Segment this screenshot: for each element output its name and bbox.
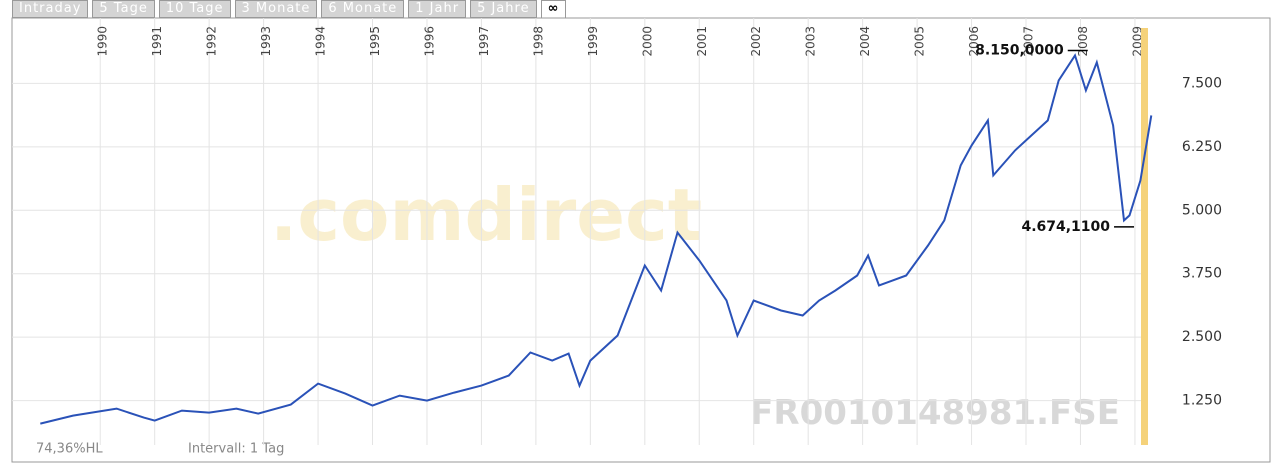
x-tick-label: 2006 (967, 26, 981, 57)
price-line (40, 53, 1153, 425)
tab-bar: Intraday 5 Tage 10 Tage 3 Monate 6 Monate 1 J… (12, 0, 570, 19)
x-tick-label: 1990 (96, 26, 110, 57)
y-tick-label: 1.250 (1182, 393, 1222, 409)
x-tick-label: 1991 (150, 26, 164, 57)
x-tick-label: 2009 (1130, 26, 1144, 57)
x-tick-label: 1992 (205, 26, 219, 57)
tab[interactable]: 5 Tage (92, 0, 155, 18)
x-tick-label: 2008 (1076, 26, 1090, 57)
tab[interactable]: Intraday (12, 0, 89, 18)
extreme-label: 8.150,0000 (975, 42, 1064, 58)
footer-hl: 74,36%HL (36, 442, 103, 457)
x-tick-label: 1996 (422, 26, 436, 57)
x-tick-label: 1995 (368, 26, 382, 57)
y-tick-label: 7.500 (1182, 75, 1222, 91)
x-tick-label: 1994 (314, 26, 328, 57)
extreme-label: 4.674,1100 (1021, 219, 1110, 235)
chart-frame (11, 17, 1271, 463)
watermark: .comdirect (270, 173, 702, 257)
symbol: FR0010148981.FSE (750, 393, 1120, 433)
y-tick-label: 5.000 (1182, 202, 1222, 218)
x-tick-label: 2004 (858, 26, 872, 57)
y-tick-label: 6.250 (1182, 139, 1222, 155)
x-tick-label: 1999 (586, 26, 600, 57)
x-tick-label: 2007 (1022, 26, 1036, 57)
x-tick-label: 2002 (749, 26, 763, 57)
x-tick-label: 2003 (804, 26, 818, 57)
y-tick-label: 3.750 (1182, 266, 1222, 282)
current-marker (1141, 28, 1148, 445)
x-tick-label: 1993 (259, 26, 273, 57)
tab[interactable]: 1 Jahr (408, 0, 467, 18)
x-tick-label: 2000 (640, 26, 654, 57)
tab[interactable]: ∞ (540, 0, 567, 19)
y-tick-label: 2.500 (1182, 329, 1222, 345)
x-tick-label: 1998 (531, 26, 545, 57)
x-tick-label: 2005 (913, 26, 927, 57)
x-tick-label: 2001 (695, 26, 709, 57)
footer-interval: Intervall: 1 Tag (188, 442, 284, 457)
x-tick-label: 1997 (477, 26, 491, 57)
tab[interactable]: 10 Tage (158, 0, 231, 18)
